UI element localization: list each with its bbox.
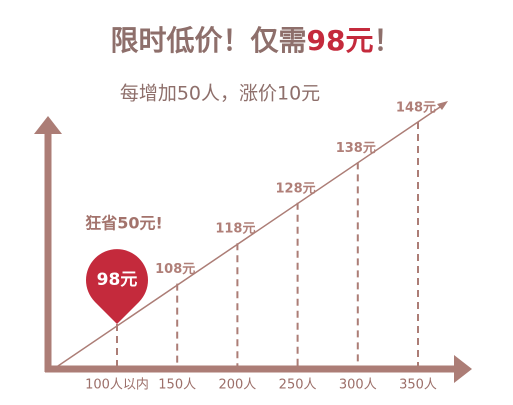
x-tick-label: 200人 xyxy=(218,378,256,393)
title-part: 限时低价！仅需 xyxy=(111,24,307,57)
x-tick-label: 150人 xyxy=(158,378,196,393)
title-part: 98元 xyxy=(307,24,374,57)
x-tick-label: 300人 xyxy=(339,378,377,393)
value-label: 108元 xyxy=(155,262,195,277)
x-arrow xyxy=(454,355,472,383)
price-pin xyxy=(86,249,148,324)
title-part: ！ xyxy=(373,24,401,57)
value-label: 138元 xyxy=(336,141,376,156)
trend-line xyxy=(54,104,444,369)
y-arrow xyxy=(34,116,62,134)
x-tick-label: 250人 xyxy=(279,378,317,393)
x-tick-label: 100人以内 xyxy=(85,377,149,393)
annotation: 狂省50元! xyxy=(85,214,163,233)
value-label: 118元 xyxy=(215,222,255,237)
x-tick-label: 350人 xyxy=(399,378,437,393)
trend-arrow xyxy=(437,101,448,110)
value-label: 148元 xyxy=(396,101,436,116)
axes xyxy=(34,101,472,383)
value-label: 128元 xyxy=(276,181,316,196)
subtitle: 每增加50人，涨价10元 xyxy=(120,83,320,105)
value-label: 98元 xyxy=(97,270,138,290)
chart-title: 限时低价！仅需98元！ xyxy=(111,24,402,57)
